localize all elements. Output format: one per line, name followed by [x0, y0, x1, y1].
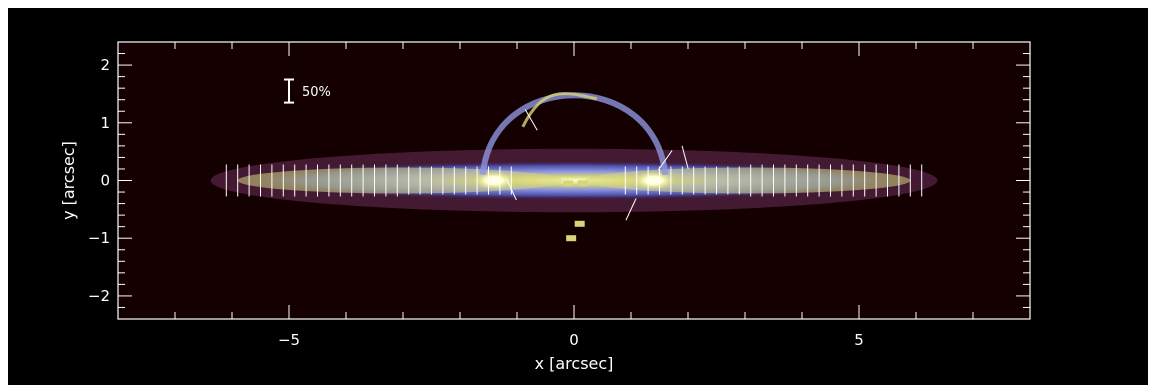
polarization-map: 50% −5 0 5 −2 −1 0 1 2 x [arcsec] y [arcsec] [59, 41, 1031, 373]
central-clump [563, 180, 574, 187]
polarization-vector [625, 198, 637, 221]
y-axis-label: y [arcsec] [59, 141, 78, 220]
central-clump [574, 220, 585, 227]
central-clump [577, 180, 588, 187]
polarization-vector [681, 145, 689, 170]
y-tick-label: −1 [88, 229, 110, 247]
bright-peak [472, 170, 517, 191]
x-tick-label: −5 [278, 331, 300, 349]
x-tick-label: 5 [854, 331, 864, 349]
y-tick-label: 1 [100, 114, 110, 132]
polarization-vector [524, 109, 538, 131]
central-clump [566, 235, 577, 242]
x-axis-label: x [arcsec] [535, 354, 614, 373]
bright-peak [631, 170, 676, 191]
x-tick-label: 0 [569, 331, 579, 349]
axes: −5 0 5 −2 −1 0 1 2 [88, 41, 1031, 349]
polarization-vectors [225, 109, 923, 221]
y-tick-label: −2 [88, 287, 110, 305]
scale-bar-label: 50% [302, 85, 331, 100]
polarization-vector [505, 178, 517, 201]
scale-bar [284, 78, 294, 104]
polarization-vector [657, 150, 673, 171]
figure: 50% −5 0 5 −2 −1 0 1 2 x [arcsec] y [arcsec] [8, 8, 1148, 385]
y-tick-label: 2 [100, 56, 110, 74]
y-tick-label: 0 [100, 172, 110, 190]
